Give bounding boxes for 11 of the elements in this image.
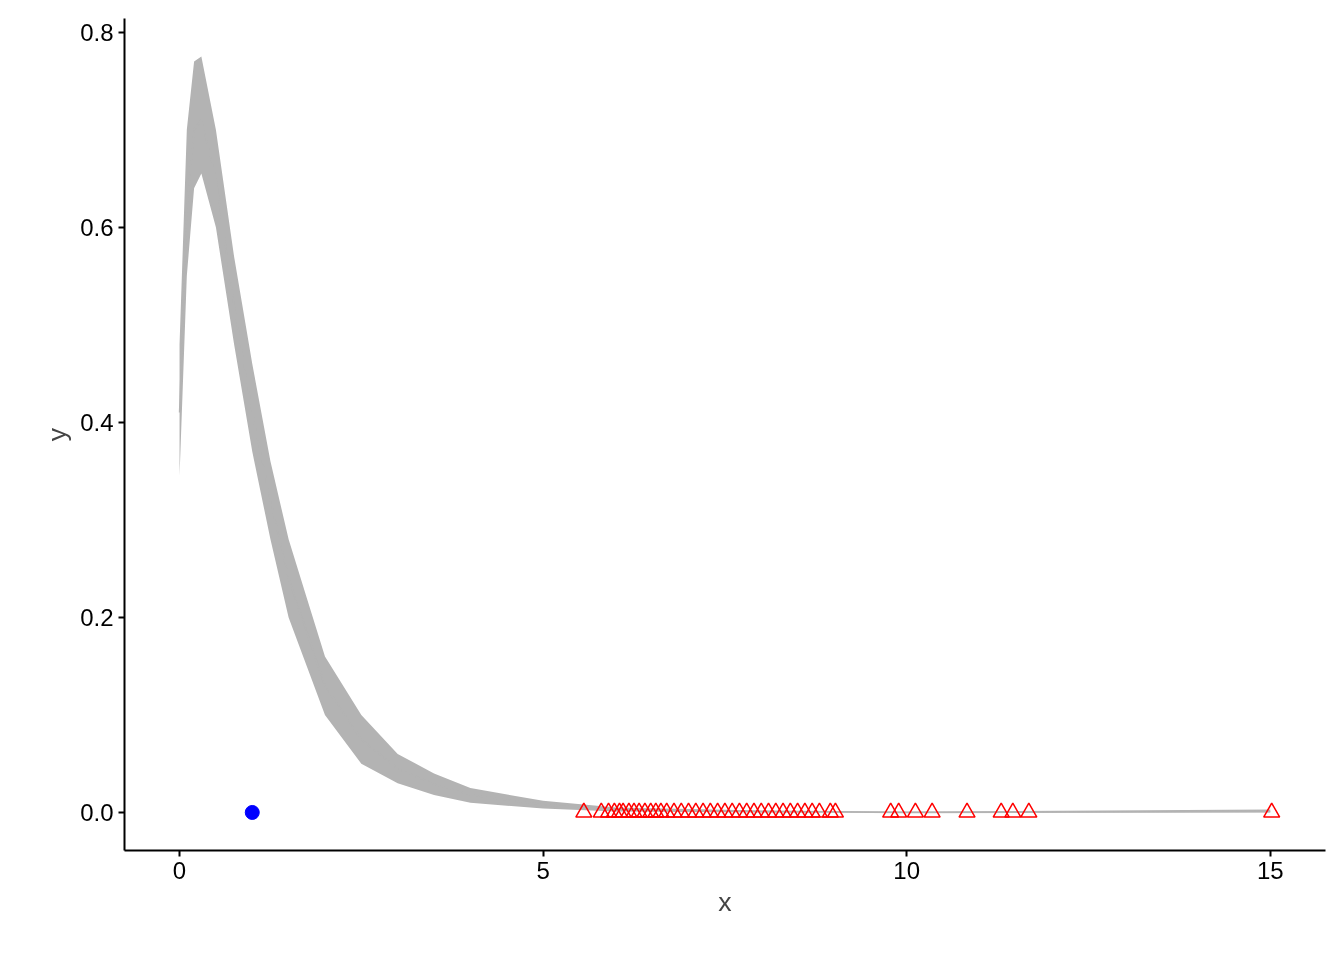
x-tick-label: 15 <box>1256 856 1284 884</box>
y-tick-label: 0.0 <box>80 798 114 826</box>
x-tick-label: 5 <box>536 856 550 884</box>
x-tick-label: 0 <box>172 856 187 884</box>
y-axis-title: y <box>42 427 73 442</box>
y-tick-label: 0.8 <box>80 18 114 46</box>
x-axis-title: x <box>718 886 733 917</box>
y-tick-label: 0.6 <box>80 213 114 241</box>
x-tick-label: 10 <box>893 856 921 884</box>
y-tick-label: 0.2 <box>80 603 114 631</box>
y-tick-label: 0.4 <box>80 408 114 436</box>
